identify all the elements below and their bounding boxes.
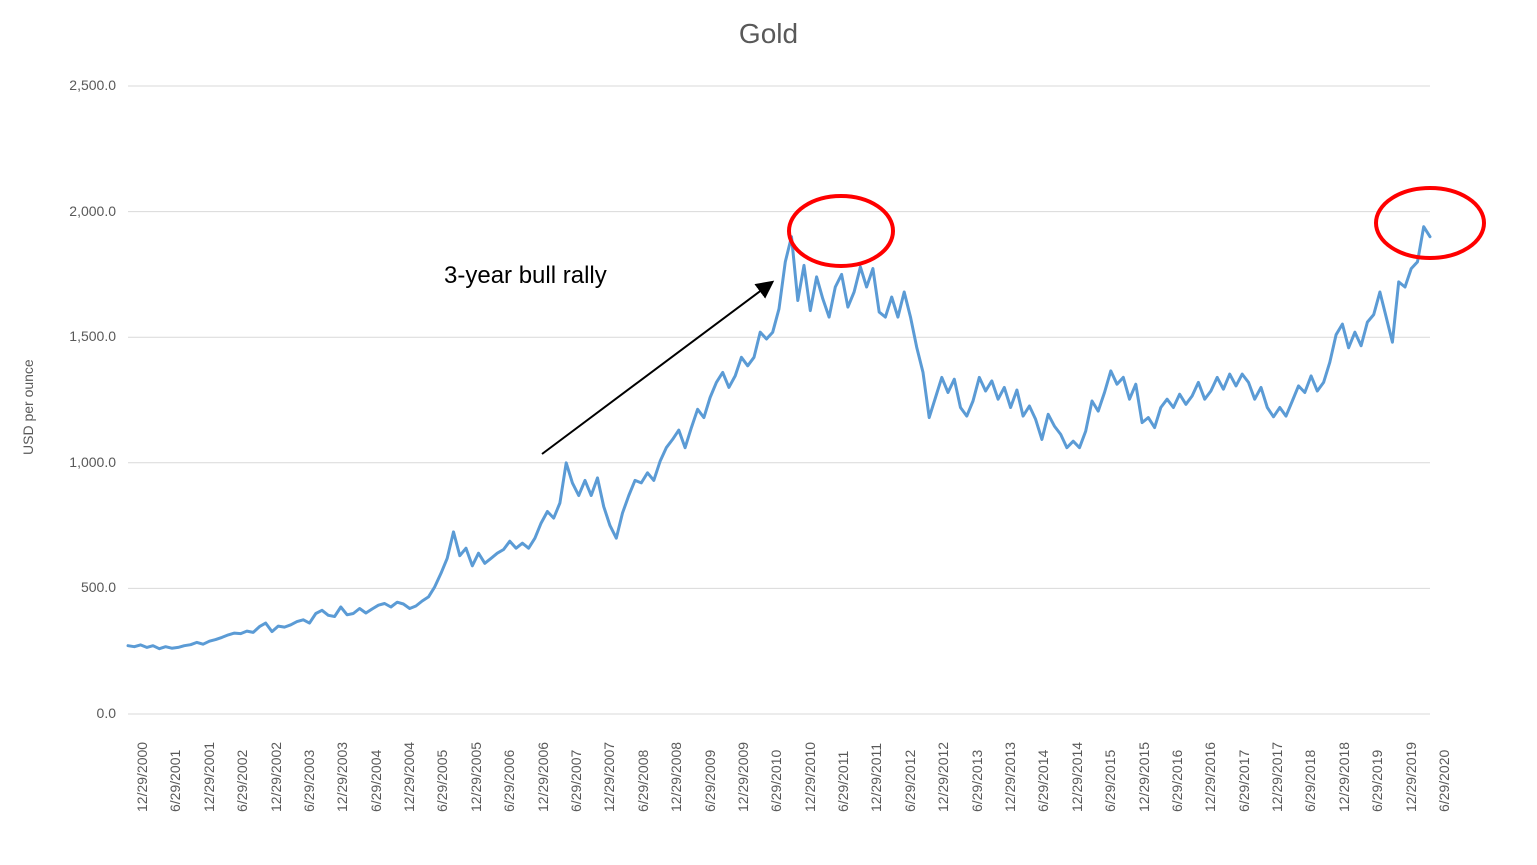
x-tick: 6/29/2016: [1169, 750, 1185, 812]
x-tick: 6/29/2007: [568, 750, 584, 812]
x-tick: 6/29/2004: [368, 750, 384, 812]
x-tick: 6/29/2003: [301, 750, 317, 812]
x-tick: 6/29/2015: [1102, 750, 1118, 812]
x-tick: 6/29/2011: [835, 751, 851, 812]
x-tick: 12/29/2013: [1002, 742, 1018, 812]
x-tick: 12/29/2010: [802, 742, 818, 812]
x-tick: 12/29/2003: [334, 742, 350, 812]
x-tick: 12/29/2016: [1202, 742, 1218, 812]
y-tick: 0.0: [0, 705, 116, 721]
x-tick: 6/29/2014: [1035, 750, 1051, 812]
x-tick: 12/29/2018: [1336, 742, 1352, 812]
x-tick: 6/29/2010: [768, 750, 784, 812]
x-tick: 12/29/2000: [134, 742, 150, 812]
x-tick: 6/29/2005: [434, 750, 450, 812]
y-tick: 2,000.0: [0, 203, 116, 219]
y-tick: 500.0: [0, 579, 116, 595]
x-tick: 12/29/2015: [1136, 742, 1152, 812]
x-tick: 6/29/2006: [501, 750, 517, 812]
x-tick: 12/29/2005: [468, 742, 484, 812]
x-tick: 6/29/2020: [1436, 750, 1452, 812]
x-tick: 6/29/2017: [1236, 750, 1252, 812]
gridlines: [128, 86, 1430, 714]
x-tick: 6/29/2009: [702, 750, 718, 812]
data-series: [128, 227, 1430, 649]
x-tick: 6/29/2002: [234, 750, 250, 812]
x-tick: 12/29/2012: [935, 742, 951, 812]
x-tick: 12/29/2004: [401, 742, 417, 812]
x-tick: 6/29/2013: [969, 750, 985, 812]
x-tick: 12/29/2002: [268, 742, 284, 812]
x-tick: 6/29/2001: [167, 750, 183, 812]
x-tick: 12/29/2017: [1269, 742, 1285, 812]
x-tick: 6/29/2019: [1369, 750, 1385, 812]
y-tick: 1,000.0: [0, 454, 116, 470]
x-tick: 12/29/2007: [601, 742, 617, 812]
x-tick: 12/29/2001: [201, 742, 217, 812]
gold-price-chart: { "chart": { "type": "line", "title": "G…: [0, 0, 1537, 865]
x-tick: 12/29/2019: [1403, 742, 1419, 812]
x-tick: 12/29/2008: [668, 742, 684, 812]
y-tick: 1,500.0: [0, 328, 116, 344]
x-tick: 6/29/2012: [902, 750, 918, 812]
overlays: [542, 188, 1484, 454]
x-tick: 6/29/2018: [1302, 750, 1318, 812]
y-tick: 2,500.0: [0, 77, 116, 93]
x-tick: 12/29/2009: [735, 742, 751, 812]
x-tick: 12/29/2011: [868, 743, 884, 812]
plot-svg: [0, 0, 1537, 865]
x-tick: 6/29/2008: [635, 750, 651, 812]
x-tick: 12/29/2014: [1069, 742, 1085, 812]
x-tick: 12/29/2006: [535, 742, 551, 812]
